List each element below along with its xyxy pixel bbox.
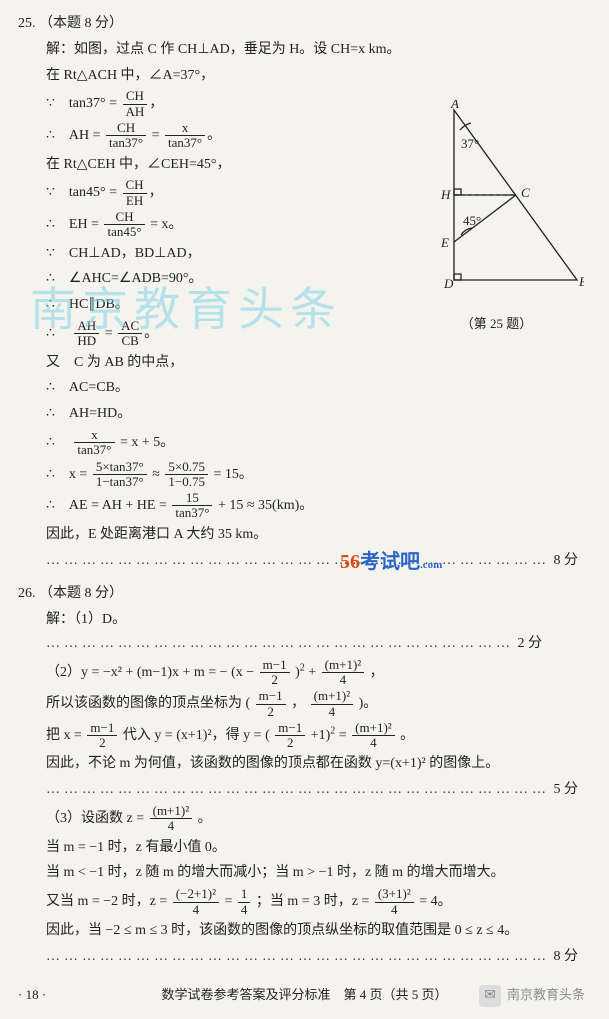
page-number: · 18 · xyxy=(18,984,46,1006)
wechat-label: 南京教育头条 xyxy=(507,984,585,1006)
question-26: 26. （本题 8 分） 解：（1）D。 …………………………………………………… xyxy=(18,582,591,968)
q26-p3-l5: 因此，当 −2 ≤ m ≤ 3 时，该函数的图像的顶点纵坐标的取值范围是 0 ≤… xyxy=(46,919,591,943)
q26-p1: 解：（1）D。 …………………………………………………………………… 2 分 xyxy=(46,608,591,656)
svg-text:H: H xyxy=(440,187,451,202)
q25-l1: 解：如图，过点 C 作 CH⊥AD，垂足为 H。设 CH=x km。 xyxy=(46,38,591,62)
q25-l12: 又 C 为 AB 的中点， xyxy=(46,351,591,375)
triangle-figure-icon: A B C D E H 37° 45° xyxy=(409,100,584,300)
q26-p2-l2: 所以该函数的图像的顶点坐标为 ( m−12 ， (m+1)²4 )。 xyxy=(46,689,591,719)
q26-p2-score: ………………………………………………………………………… 5 分 xyxy=(46,778,591,802)
q26-p2-l3: 把 x = m−12 代入 y = (x+1)²，得 y = ( m−12 +1… xyxy=(46,721,591,751)
q26-p3-l3: 当 m < −1 时，z 随 m 的增大而减小；当 m > −1 时，z 随 m… xyxy=(46,861,591,885)
footer-title: 数学试卷参考答案及评分标准 第 4 页（共 5 页） xyxy=(161,987,447,1002)
q25-l17: ∴ AE = AH + HE = 15tan37° + 15 ≈ 35(km)。 xyxy=(46,491,591,521)
svg-text:B: B xyxy=(579,274,584,289)
q25-l2: 在 Rt△ACH 中，∠A=37°， xyxy=(46,64,591,88)
q25-score-line: ………………………………………………………………………… 8 分 xyxy=(46,549,591,573)
svg-text:37°: 37° xyxy=(461,136,479,151)
q25-points: （本题 8 分） xyxy=(39,16,123,31)
q26-number: 26. xyxy=(18,586,36,601)
page-footer: · 18 · 数学试卷参考答案及评分标准 第 4 页（共 5 页） ✉ 南京教育… xyxy=(18,984,591,1006)
svg-text:45°: 45° xyxy=(463,213,481,228)
q25-l15: ∴ xtan37° = x + 5。 xyxy=(46,428,591,458)
wechat-icon: ✉ xyxy=(479,985,501,1007)
svg-text:E: E xyxy=(440,235,449,250)
q26-p3-l2: 当 m = −1 时，z 有最小值 0。 xyxy=(46,836,591,860)
q26-points: （本题 8 分） xyxy=(39,586,123,601)
q26-p3-l4: 又当 m = −2 时，z = (−2+1)²4 = 14 ；当 m = 3 时… xyxy=(46,887,591,917)
q25-diagram-caption: （第 25 题） xyxy=(404,313,589,335)
q25-l14: ∴ AH=HD。 xyxy=(46,402,591,426)
svg-text:D: D xyxy=(443,276,454,291)
wechat-source: ✉ 南京教育头条 xyxy=(479,984,585,1006)
q25-number: 25. xyxy=(18,16,36,31)
q26-p2-l4: 因此，不论 m 为何值，该函数的图像的顶点都在函数 y=(x+1)² 的图像上。 xyxy=(46,752,591,776)
q26-p3-score: ………………………………………………………………………… 8 分 xyxy=(46,945,591,969)
svg-text:C: C xyxy=(521,185,530,200)
q26-p2-l1: （2）y = −x² + (m−1)x + m = − (x − m−12 )2… xyxy=(46,658,591,688)
svg-text:A: A xyxy=(450,100,459,111)
q26-p3-l1: （3）设函数 z = (m+1)²4 。 xyxy=(46,804,591,834)
q25-l13: ∴ AC=CB。 xyxy=(46,376,591,400)
q25-l16: ∴ x = 5×tan37°1−tan37° ≈ 5×0.751−0.75 = … xyxy=(46,460,591,490)
q25-diagram: A B C D E H 37° 45° （第 25 题） xyxy=(404,100,589,335)
q25-conclusion: 因此，E 处距离港口 A 大约 35 km。 xyxy=(46,523,591,547)
